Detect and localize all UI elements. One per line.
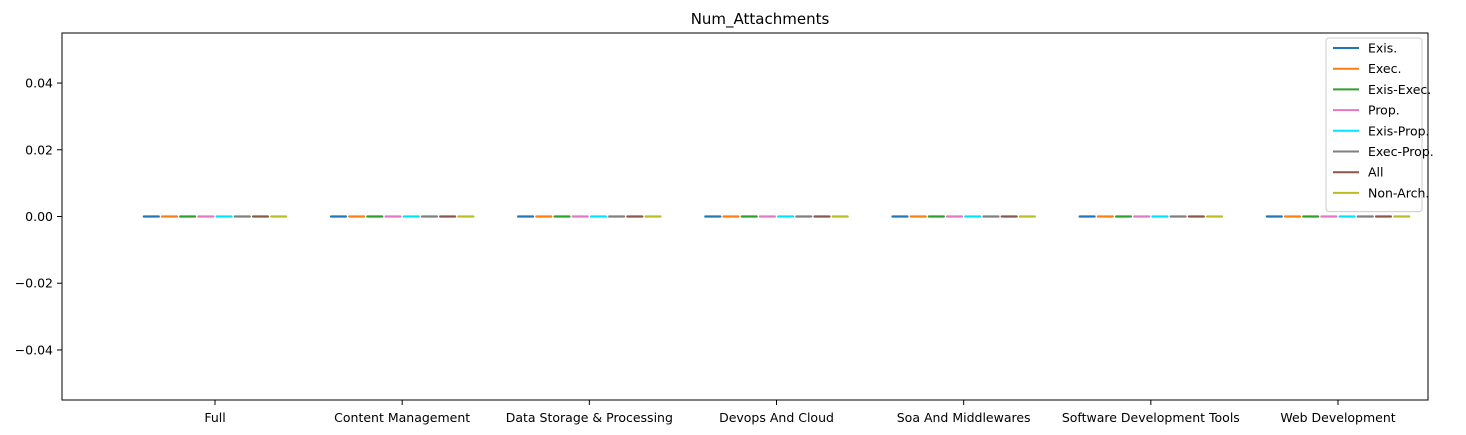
- x-tick-label: Web Development: [1280, 410, 1395, 425]
- y-tick-label: −0.02: [15, 276, 53, 291]
- plot-frame: [61, 32, 1429, 401]
- legend-label: Exis-Prop.: [1368, 123, 1430, 138]
- legend-label: Exec-Prop.: [1368, 144, 1434, 159]
- x-tick-label: Software Development Tools: [1062, 410, 1240, 425]
- x-tick-label: Data Storage & Processing: [506, 410, 673, 425]
- legend-label: Exec.: [1368, 61, 1401, 76]
- y-tick-label: 0.04: [25, 76, 53, 91]
- x-tick-label: Full: [204, 410, 225, 425]
- y-tick-label: 0.00: [25, 209, 53, 224]
- legend-label: Prop.: [1368, 103, 1400, 118]
- legend: Exis. Exec. Exis-Exec. Prop. Exis-Prop. Exec-…: [1325, 37, 1434, 213]
- x-tick-label: Soa And Middlewares: [897, 410, 1031, 425]
- legend-label: Exis-Exec.: [1368, 82, 1431, 97]
- y-tick-label: −0.04: [15, 342, 53, 357]
- legend-label: Non-Arch.: [1368, 185, 1429, 200]
- legend-label: Exis.: [1368, 41, 1397, 56]
- y-axis: −0.04 −0.02 0.00 0.02 0.04: [15, 76, 62, 357]
- legend-label: All: [1368, 165, 1384, 180]
- x-axis: Full Content Management Data Storage & Pro…: [204, 400, 1396, 425]
- chart-title: Num_Attachments: [691, 10, 830, 29]
- y-tick-label: 0.02: [25, 142, 53, 157]
- x-tick-label: Content Management: [334, 410, 470, 425]
- x-tick-label: Devops And Cloud: [719, 410, 834, 425]
- legend-frame: [1325, 37, 1423, 213]
